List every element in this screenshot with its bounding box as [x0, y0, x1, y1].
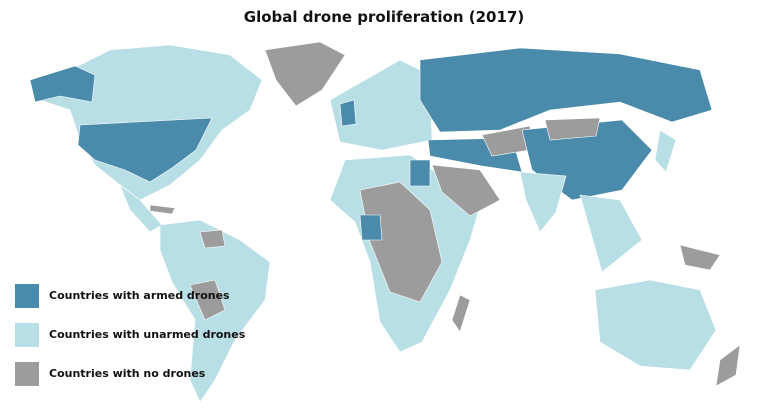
legend-label: Countries with armed drones [49, 289, 230, 302]
region-usa [77, 117, 213, 183]
region-nigeria [359, 214, 383, 241]
legend-item-none: Countries with no drones [15, 361, 245, 386]
legend: Countries with armed drones Countries wi… [15, 283, 246, 401]
region-russia [419, 47, 713, 133]
legend-item-unarmed: Countries with unarmed drones [15, 322, 246, 347]
region-india [519, 171, 567, 233]
region-new-zealand [715, 344, 741, 387]
region-greenland [264, 41, 346, 107]
region-africa-no-drones [359, 181, 443, 303]
legend-swatch-none [15, 361, 39, 386]
legend-label: Countries with unarmed drones [49, 328, 246, 341]
legend-swatch-armed [15, 283, 39, 308]
region-alaska [29, 65, 96, 103]
legend-swatch-unarmed [15, 322, 39, 347]
region-cuba [149, 204, 176, 215]
region-madagascar [451, 294, 471, 333]
region-egypt [409, 159, 431, 187]
region-japan [654, 129, 677, 173]
region-papua-new-guinea [679, 244, 721, 271]
region-australia [594, 279, 717, 371]
region-uk [339, 99, 357, 127]
region-mongolia [544, 117, 601, 141]
legend-label: Countries with no drones [49, 367, 206, 380]
legend-item-armed: Countries with armed drones [15, 283, 245, 308]
region-se-asia [579, 194, 643, 273]
map-title: Global drone proliferation (2017) [243, 8, 525, 26]
region-middle-east [431, 164, 501, 217]
region-bolivia [189, 279, 226, 321]
region-central-america [119, 184, 163, 233]
region-venezuela [199, 229, 226, 249]
